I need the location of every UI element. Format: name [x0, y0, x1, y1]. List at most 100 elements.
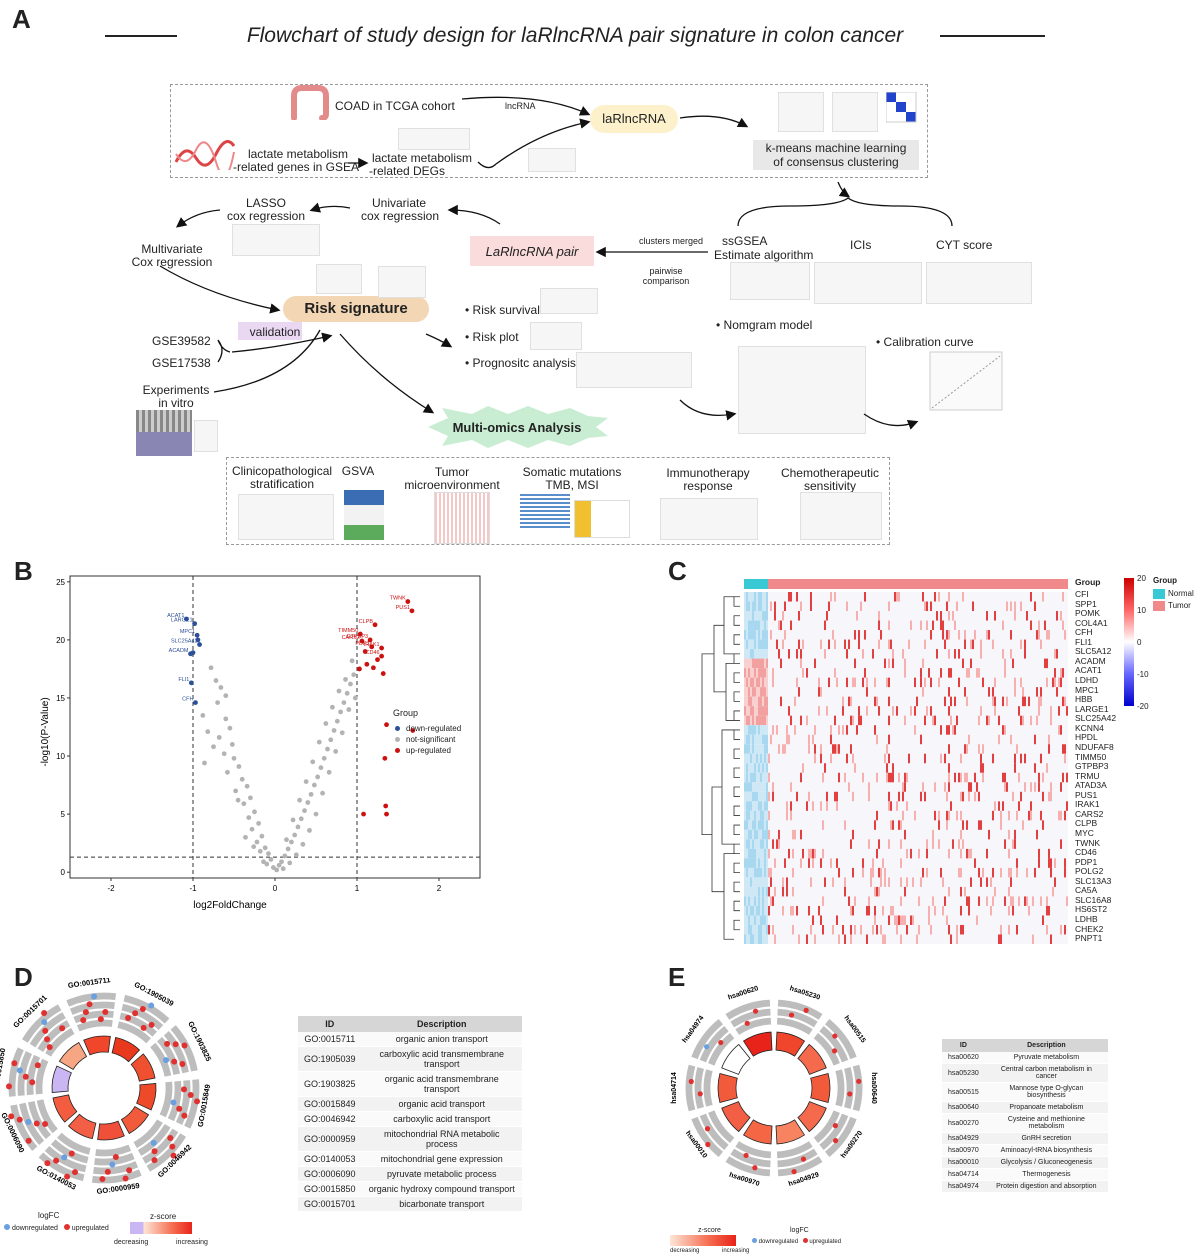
go-zscore-segment — [97, 1120, 125, 1141]
gsva-label: GSVA — [341, 464, 375, 478]
go-gene-dot — [64, 1173, 71, 1180]
kegg-gene-dot — [697, 1091, 703, 1097]
go-ring-band — [8, 1047, 24, 1097]
gene-label: SLC25A42 — [1075, 713, 1117, 724]
ns-point — [293, 852, 299, 858]
ns-point — [336, 688, 342, 694]
colorbar-tick: 0 — [1137, 638, 1142, 647]
kegg-ring-band — [691, 1019, 723, 1060]
prognostic-label: • Prognositc analysis — [465, 356, 576, 370]
go-gene-dot — [176, 1105, 183, 1112]
kegg-table-desc-cell: Pyruvate metabolism — [984, 1052, 1108, 1064]
kegg-ring-band — [835, 1069, 845, 1107]
heatmap-cells — [744, 592, 1068, 944]
kegg-table-id-header: ID — [942, 1039, 985, 1052]
gene-label: FLI1 — [1075, 636, 1093, 647]
kegg-gene-dot — [832, 1138, 839, 1144]
gene-label: LDHB — [1075, 914, 1098, 925]
go-legend-dec: decreasing — [114, 1239, 149, 1246]
kegg-ring-band — [777, 1008, 818, 1028]
panel-d-letter: D — [14, 962, 33, 992]
gse17538-label: GSE17538 — [152, 356, 211, 370]
go-gene-dot — [170, 1099, 177, 1106]
flowchart-arrows — [159, 96, 953, 430]
calibration-label: • Calibration curve — [876, 335, 974, 349]
go-gene-dot — [59, 1025, 66, 1032]
ns-point — [330, 704, 335, 710]
gsva-thumbnail — [344, 490, 384, 540]
immuno-label-1: Immunotherapy — [666, 466, 750, 480]
gene-label: HPDL — [1075, 732, 1098, 743]
kegg-ring-band — [699, 1113, 729, 1150]
ns-point — [344, 690, 350, 696]
up-point — [379, 653, 384, 659]
kegg-ring-band — [685, 1064, 696, 1112]
down-point — [190, 650, 196, 656]
title-rule-right — [940, 35, 1045, 37]
ns-point — [243, 834, 248, 840]
ns-point — [325, 746, 330, 752]
lactate-genes-label-1: lactate metabolism — [247, 147, 349, 161]
kegg-gene-dot — [718, 1039, 724, 1046]
ns-point — [223, 693, 229, 699]
gene-label: HS6ST2 — [1075, 904, 1108, 915]
network-thumbnail — [528, 148, 576, 172]
ns-point — [305, 800, 311, 805]
go-zscore-segment — [136, 1083, 157, 1111]
ns-point — [241, 801, 247, 807]
go-table-row: GO:0046942 carboxylic acid transport — [298, 1111, 522, 1127]
ns-point — [229, 742, 235, 747]
go-ring-band — [95, 1144, 132, 1157]
kegg-gene-dot — [831, 1048, 838, 1054]
clin-label-1: Clinicopathological — [231, 464, 333, 478]
kmeans-box — [753, 140, 919, 170]
kegg-gene-dot — [752, 1008, 759, 1014]
go-table-row: GO:0000959 mitochondrial RNA metabolic pr… — [298, 1126, 522, 1152]
kegg-table-id-cell: hsa04929 — [942, 1132, 985, 1145]
go-gene-dot — [46, 1044, 53, 1051]
go-gene-dot — [148, 1021, 155, 1028]
somatic-label-2: TMB, MSI — [545, 478, 599, 492]
ns-point — [334, 718, 340, 724]
go-table-row: GO:0006090 pyruvate metabolic process — [298, 1166, 522, 1182]
go-gene-dot — [16, 1067, 23, 1074]
go-table-row: GO:1903825 organic acid transmembrane tra… — [298, 1071, 522, 1097]
down-gene-label: SLC25A42 — [171, 639, 198, 645]
go-gene-dot — [42, 1120, 49, 1127]
gene-label: ATAD3A — [1075, 780, 1107, 791]
ns-point — [244, 783, 250, 789]
up-point — [410, 728, 416, 733]
go-table-desc-cell: bicarbonate transport — [361, 1196, 522, 1212]
kegg-table-desc-cell: Central carbon metabolism in cancer — [984, 1063, 1108, 1083]
kegg-ring-band — [725, 1156, 771, 1177]
ns-point — [213, 678, 219, 683]
gene-label: CARS2 — [1075, 808, 1104, 819]
kegg-table-row: hsa00620 Pyruvate metabolism — [942, 1052, 1108, 1064]
gene-label: TIMM50 — [1075, 751, 1107, 762]
heatmap-legend-title: Group — [1153, 576, 1177, 585]
x-tick-label: 1 — [355, 884, 360, 893]
ns-point — [300, 841, 306, 847]
ns-point — [338, 709, 343, 715]
ns-point — [279, 859, 284, 865]
kegg-table-row: hsa04974 Protein digestion and absorption — [942, 1180, 1108, 1193]
kegg-table-row: hsa00640 Propanoate metabolism — [942, 1101, 1108, 1114]
go-gene-dot — [72, 1169, 79, 1176]
up-point — [364, 661, 370, 667]
kegg-ring-band — [708, 1033, 735, 1066]
up-gene-label: TWNK — [390, 596, 407, 602]
ns-point — [351, 672, 357, 678]
kegg-ring-band — [777, 1156, 823, 1177]
kegg-table-id-cell: hsa00270 — [942, 1113, 985, 1133]
ns-point — [225, 769, 230, 775]
up-point — [405, 599, 411, 604]
go-gene-dot — [163, 1057, 170, 1064]
go-table-desc-cell: organic hydroxy compound transport — [361, 1181, 522, 1197]
go-table-desc-header: Description — [361, 1016, 522, 1032]
calibration-thumbnail — [929, 351, 1003, 411]
ns-point — [290, 817, 296, 823]
y-tick-label: 20 — [56, 636, 65, 645]
kegg-gene-dot — [832, 1033, 838, 1039]
